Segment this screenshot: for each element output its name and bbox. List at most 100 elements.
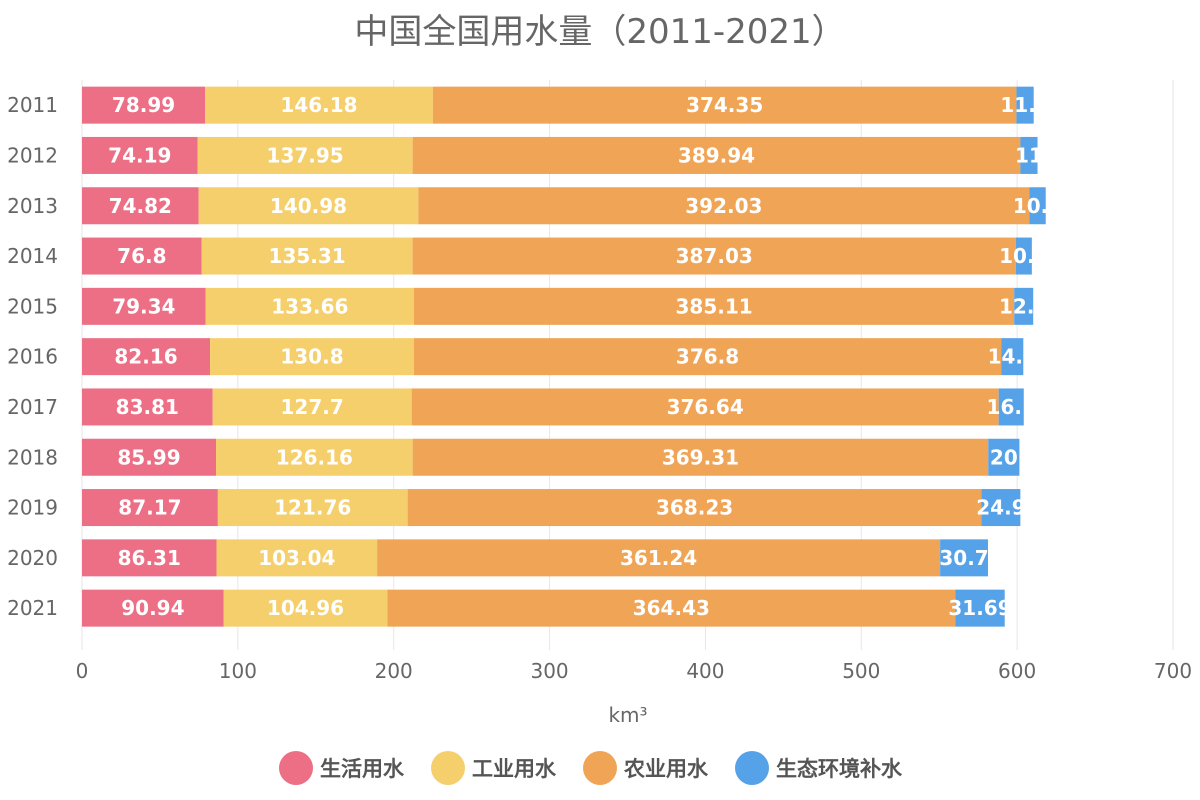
data-label: 31.69 <box>948 596 1011 620</box>
bar-segment[interactable] <box>412 237 1016 275</box>
bar-segment[interactable] <box>1029 187 1046 225</box>
axis-layer: 0 100 200 300 400 500 600 700201120122013201420… <box>7 93 1192 683</box>
bar-segment[interactable] <box>411 388 999 426</box>
data-label: 83.81 <box>116 395 179 419</box>
bar-segment[interactable] <box>412 136 1021 174</box>
bar-segment[interactable] <box>82 438 217 476</box>
bar-segment[interactable] <box>413 338 1002 376</box>
bar-segment[interactable] <box>387 589 956 627</box>
bar-segment[interactable] <box>217 489 408 527</box>
legend-label[interactable]: 工业用水 <box>472 757 557 781</box>
y-category-label: 2013 <box>7 194 58 218</box>
bar-segment[interactable] <box>432 86 1017 124</box>
y-category-label: 2015 <box>7 294 58 318</box>
y-category-label: 2014 <box>7 244 58 268</box>
bar-segment[interactable] <box>223 589 388 627</box>
bar-segment[interactable] <box>205 287 414 325</box>
data-label: 376.64 <box>667 395 744 419</box>
y-category-label: 2020 <box>7 546 58 570</box>
y-category-label: 2018 <box>7 445 58 469</box>
bar-segment[interactable] <box>1020 136 1038 174</box>
data-label: 389.94 <box>678 143 755 167</box>
data-label: 364.43 <box>633 596 710 620</box>
bar-segment[interactable] <box>988 438 1020 476</box>
labels-layer: 78.99 146.18 374.35 11.1 74.19 137.95 389.94 11… <box>108 93 1062 620</box>
y-category-label: 2016 <box>7 345 58 369</box>
data-label: 374.35 <box>686 93 763 117</box>
legend: 生活用水 工业用水 农业用水 生态环境补水 <box>279 751 903 785</box>
legend-swatch[interactable] <box>279 751 313 785</box>
data-label: 126.16 <box>276 445 353 469</box>
data-label: 10.3 <box>999 244 1048 268</box>
bar-segment[interactable] <box>998 388 1024 426</box>
data-label: 121.76 <box>274 496 351 520</box>
legend-swatch[interactable] <box>583 751 617 785</box>
legend-swatch[interactable] <box>431 751 465 785</box>
bar-segment[interactable] <box>1015 237 1032 275</box>
bar-segment[interactable] <box>82 489 218 527</box>
data-label: 87.17 <box>118 496 181 520</box>
bar-segment[interactable] <box>418 187 1030 225</box>
bar-segment[interactable] <box>940 539 988 577</box>
legend-swatch[interactable] <box>735 751 769 785</box>
bar-segment[interactable] <box>1001 338 1024 376</box>
bar-segment[interactable] <box>82 86 206 124</box>
data-label: 85.99 <box>117 445 180 469</box>
bar-segment[interactable] <box>201 237 413 275</box>
data-label: 90.94 <box>121 596 184 620</box>
x-tick-label: 200 <box>375 659 413 683</box>
bar-segment[interactable] <box>407 489 982 527</box>
bar-segment[interactable] <box>210 338 414 376</box>
data-label: 82.16 <box>114 345 177 369</box>
bar-segment[interactable] <box>412 438 989 476</box>
bar-segment[interactable] <box>981 489 1021 527</box>
bar-segment[interactable] <box>82 338 211 376</box>
bar-segment[interactable] <box>216 539 378 577</box>
chart-title: 中国全国用水量（2011-2021） <box>354 12 846 52</box>
data-label: 140.98 <box>270 194 347 218</box>
bar-segment[interactable] <box>82 287 206 325</box>
data-label: 74.19 <box>108 143 171 167</box>
bar-segment[interactable] <box>205 86 433 124</box>
x-tick-label: 300 <box>530 659 568 683</box>
x-tick-label: 100 <box>219 659 257 683</box>
bar-segment[interactable] <box>82 187 199 225</box>
x-tick-label: 700 <box>1154 659 1192 683</box>
bar-segment[interactable] <box>212 388 412 426</box>
bar-segment[interactable] <box>955 589 1005 627</box>
bar-segment[interactable] <box>1016 86 1034 124</box>
data-label: 30.7 <box>939 546 988 570</box>
data-label: 130.8 <box>280 345 343 369</box>
data-label: 385.11 <box>675 294 752 318</box>
legend-label[interactable]: 生活用水 <box>320 757 405 781</box>
bar-segment[interactable] <box>82 136 198 174</box>
bar-segment[interactable] <box>82 539 217 577</box>
data-label: 11 <box>1015 143 1043 167</box>
bar-segment[interactable] <box>82 237 202 275</box>
bar-segment[interactable] <box>198 187 419 225</box>
bar-segment[interactable] <box>197 136 413 174</box>
bar-segment[interactable] <box>377 539 941 577</box>
bar-segment[interactable] <box>82 589 224 627</box>
data-label: 11.1 <box>1000 93 1049 117</box>
data-label: 78.99 <box>112 93 175 117</box>
data-label: 392.03 <box>685 194 762 218</box>
data-label: 368.23 <box>656 496 733 520</box>
bar-segment[interactable] <box>82 388 213 426</box>
bar-segment[interactable] <box>216 438 413 476</box>
bar-segment[interactable] <box>1014 287 1034 325</box>
data-label: 14.2 <box>988 345 1037 369</box>
legend-label[interactable]: 生态环境补水 <box>776 757 903 781</box>
data-label: 74.82 <box>109 194 172 218</box>
data-label: 10.5 <box>1013 194 1062 218</box>
data-label: 361.24 <box>620 546 697 570</box>
legend-label[interactable]: 农业用水 <box>623 757 709 781</box>
data-label: 79.34 <box>112 294 175 318</box>
data-label: 369.31 <box>662 445 739 469</box>
y-category-label: 2019 <box>7 496 58 520</box>
bar-segment[interactable] <box>413 287 1015 325</box>
data-label: 103.04 <box>258 546 335 570</box>
data-label: 76.8 <box>117 244 166 268</box>
data-label: 104.96 <box>267 596 344 620</box>
